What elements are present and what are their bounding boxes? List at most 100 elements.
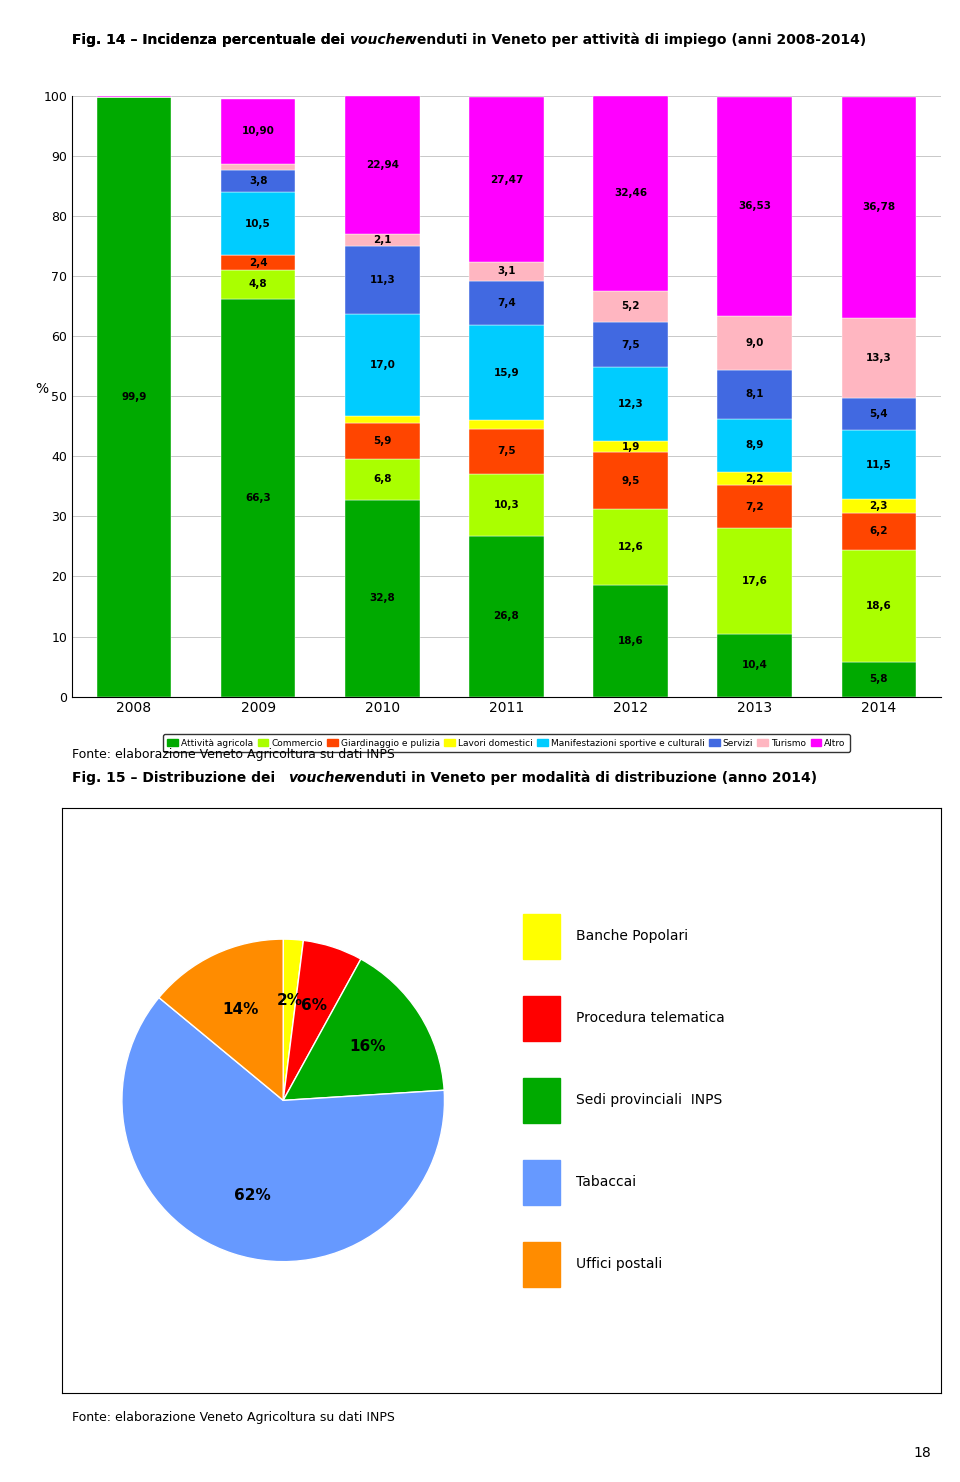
Text: 62%: 62%	[234, 1189, 271, 1203]
Text: 7,5: 7,5	[621, 339, 639, 350]
Bar	[221, 165, 296, 169]
Text: 2,3: 2,3	[870, 501, 888, 511]
Bar	[345, 246, 420, 314]
Text: Tabaccai: Tabaccai	[576, 1175, 636, 1190]
Bar	[523, 1242, 560, 1286]
Bar	[717, 316, 792, 370]
Bar	[345, 424, 420, 459]
Bar	[345, 499, 420, 697]
Bar	[221, 169, 296, 193]
Text: Fig. 15 – Distribuzione dei: Fig. 15 – Distribuzione dei	[72, 771, 280, 784]
Bar	[842, 317, 916, 397]
Text: 4,8: 4,8	[249, 279, 268, 289]
Bar	[593, 96, 668, 290]
Text: 3,8: 3,8	[249, 176, 268, 185]
Text: 18: 18	[914, 1446, 931, 1460]
Bar	[345, 314, 420, 416]
Bar	[523, 996, 560, 1040]
Text: 2,1: 2,1	[373, 236, 392, 245]
Text: 15,9: 15,9	[493, 368, 519, 378]
Bar	[221, 298, 296, 697]
Text: 8,1: 8,1	[745, 390, 764, 399]
Bar	[593, 510, 668, 585]
Bar	[717, 634, 792, 697]
Text: Fonte: elaborazione Veneto Agricoltura su dati INPS: Fonte: elaborazione Veneto Agricoltura s…	[72, 1411, 395, 1424]
Text: voucher: voucher	[288, 771, 350, 784]
Text: 7,4: 7,4	[497, 298, 516, 308]
Text: 22,94: 22,94	[366, 160, 398, 170]
Bar	[593, 368, 668, 440]
Bar	[842, 662, 916, 697]
Bar	[842, 430, 916, 499]
Text: Procedura telematica: Procedura telematica	[576, 1011, 725, 1026]
Text: Fig. 14 – Incidenza percentuale dei: Fig. 14 – Incidenza percentuale dei	[72, 33, 349, 46]
Bar	[842, 499, 916, 513]
Text: 10,4: 10,4	[742, 661, 768, 670]
Text: 66,3: 66,3	[246, 492, 271, 502]
Bar	[717, 485, 792, 529]
Text: Fig. 14 – Incidenza percentuale dei: Fig. 14 – Incidenza percentuale dei	[72, 33, 349, 46]
Text: 5,8: 5,8	[870, 674, 888, 685]
Text: 99,9: 99,9	[121, 391, 147, 402]
Bar	[717, 473, 792, 485]
Text: 17,0: 17,0	[370, 360, 396, 370]
Bar	[593, 290, 668, 322]
Bar	[523, 1077, 560, 1123]
Wedge shape	[159, 940, 283, 1100]
Text: Banche Popolari: Banche Popolari	[576, 929, 688, 944]
Wedge shape	[122, 997, 444, 1261]
Bar	[345, 416, 420, 424]
Bar	[842, 96, 916, 317]
Text: 14%: 14%	[223, 1002, 259, 1018]
Bar	[717, 96, 792, 316]
Text: 5,4: 5,4	[870, 409, 888, 419]
Text: 3,1: 3,1	[497, 267, 516, 276]
Text: 12,6: 12,6	[617, 542, 643, 553]
Y-axis label: %: %	[35, 382, 48, 396]
Text: 9,5: 9,5	[621, 476, 639, 486]
Bar	[345, 96, 420, 234]
Text: 9,0: 9,0	[746, 338, 764, 348]
Bar	[593, 585, 668, 697]
Text: 10,5: 10,5	[246, 219, 271, 228]
Text: 26,8: 26,8	[493, 611, 519, 621]
Text: 7,5: 7,5	[497, 446, 516, 456]
Bar	[469, 474, 543, 535]
Text: 5,9: 5,9	[373, 436, 392, 446]
Text: 2%: 2%	[276, 993, 302, 1008]
Bar	[221, 193, 296, 255]
Bar	[717, 529, 792, 634]
Bar	[593, 322, 668, 368]
Text: 12,3: 12,3	[617, 399, 643, 409]
Bar	[469, 421, 543, 428]
Bar	[345, 459, 420, 499]
Text: Uffici postali: Uffici postali	[576, 1257, 662, 1272]
Text: 27,47: 27,47	[490, 175, 523, 185]
Text: 11,5: 11,5	[866, 459, 892, 470]
Bar	[717, 418, 792, 473]
Text: 8,9: 8,9	[746, 440, 764, 451]
Bar	[523, 914, 560, 959]
Text: 2,2: 2,2	[745, 474, 764, 483]
Bar	[469, 280, 543, 325]
Text: 18,6: 18,6	[866, 600, 892, 611]
Text: 36,78: 36,78	[862, 203, 896, 212]
Bar	[523, 1160, 560, 1205]
Wedge shape	[283, 959, 444, 1100]
Text: 10,90: 10,90	[242, 126, 275, 136]
Bar	[469, 428, 543, 474]
Text: 6%: 6%	[301, 997, 327, 1012]
Bar	[717, 370, 792, 418]
Legend: Attività agricola, Commercio, Giardinaggio e pulizia, Lavori domestici, Manifest: Attività agricola, Commercio, Giardinagg…	[163, 734, 850, 751]
Text: 10,3: 10,3	[493, 499, 519, 510]
Text: 16%: 16%	[349, 1039, 386, 1054]
Bar	[842, 513, 916, 550]
Text: 32,46: 32,46	[614, 188, 647, 199]
Text: 17,6: 17,6	[742, 576, 768, 587]
Bar	[842, 397, 916, 430]
Text: Sedi provinciali  INPS: Sedi provinciali INPS	[576, 1094, 723, 1107]
Wedge shape	[283, 941, 361, 1100]
Text: 18,6: 18,6	[617, 636, 643, 646]
Bar	[469, 535, 543, 697]
Bar	[221, 99, 296, 165]
